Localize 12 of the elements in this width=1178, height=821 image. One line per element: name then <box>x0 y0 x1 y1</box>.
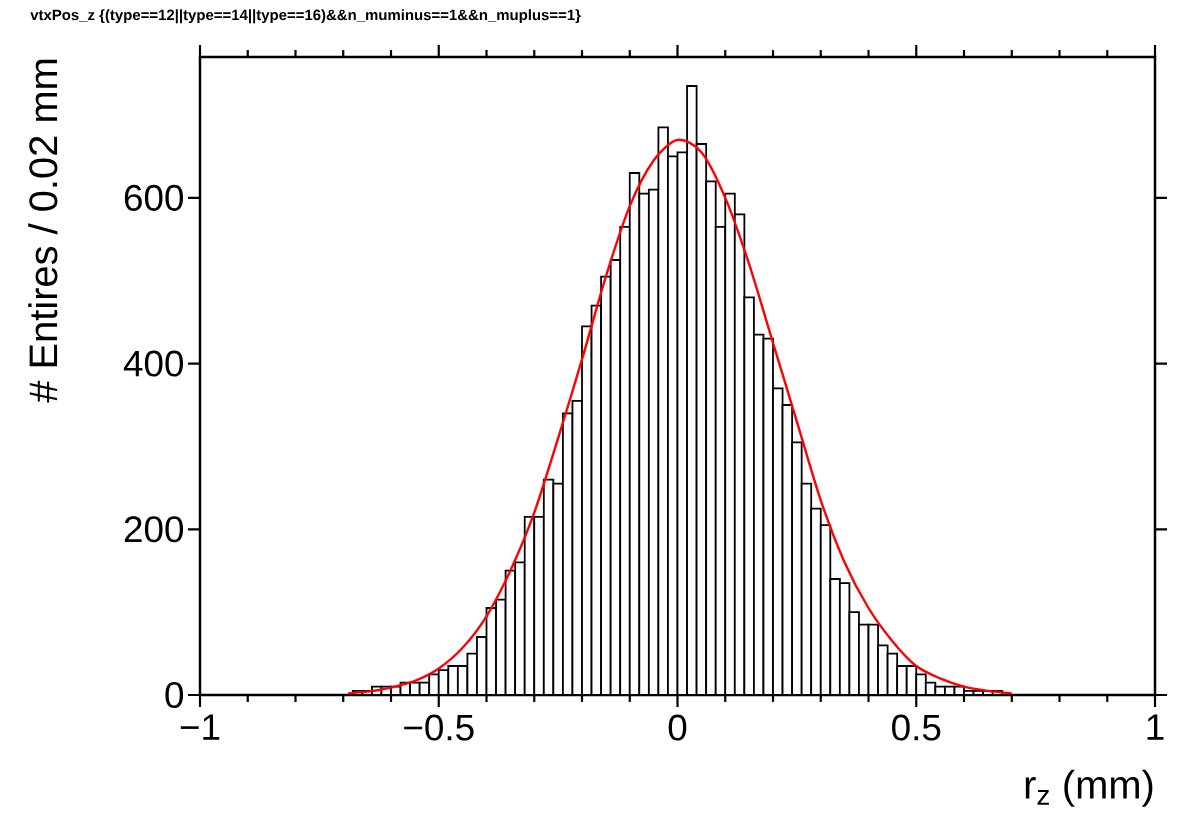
x-tick-label: −0.5 <box>404 714 474 741</box>
x-tick-label: 0.5 <box>892 714 941 741</box>
y-tick-label: 0 <box>165 681 184 709</box>
x-tick-label: 1 <box>1147 714 1164 740</box>
y-axis-title: # Entires / 0.02 mm <box>28 59 58 403</box>
y-tick-label: 200 <box>124 516 184 543</box>
y-tick-label: 400 <box>123 350 184 377</box>
x-axis-title: r$_{z}$ (mm) <box>1025 769 1153 807</box>
chart-title: vtxPos_z {(type==12||type==14||type==16)&&n_muminus==1&&n_muplus==1} <box>30 9 581 24</box>
x-tick-label: −1 <box>180 714 220 740</box>
x-tick-label: 0 <box>668 714 687 741</box>
y-tick-label: 600 <box>124 184 184 211</box>
